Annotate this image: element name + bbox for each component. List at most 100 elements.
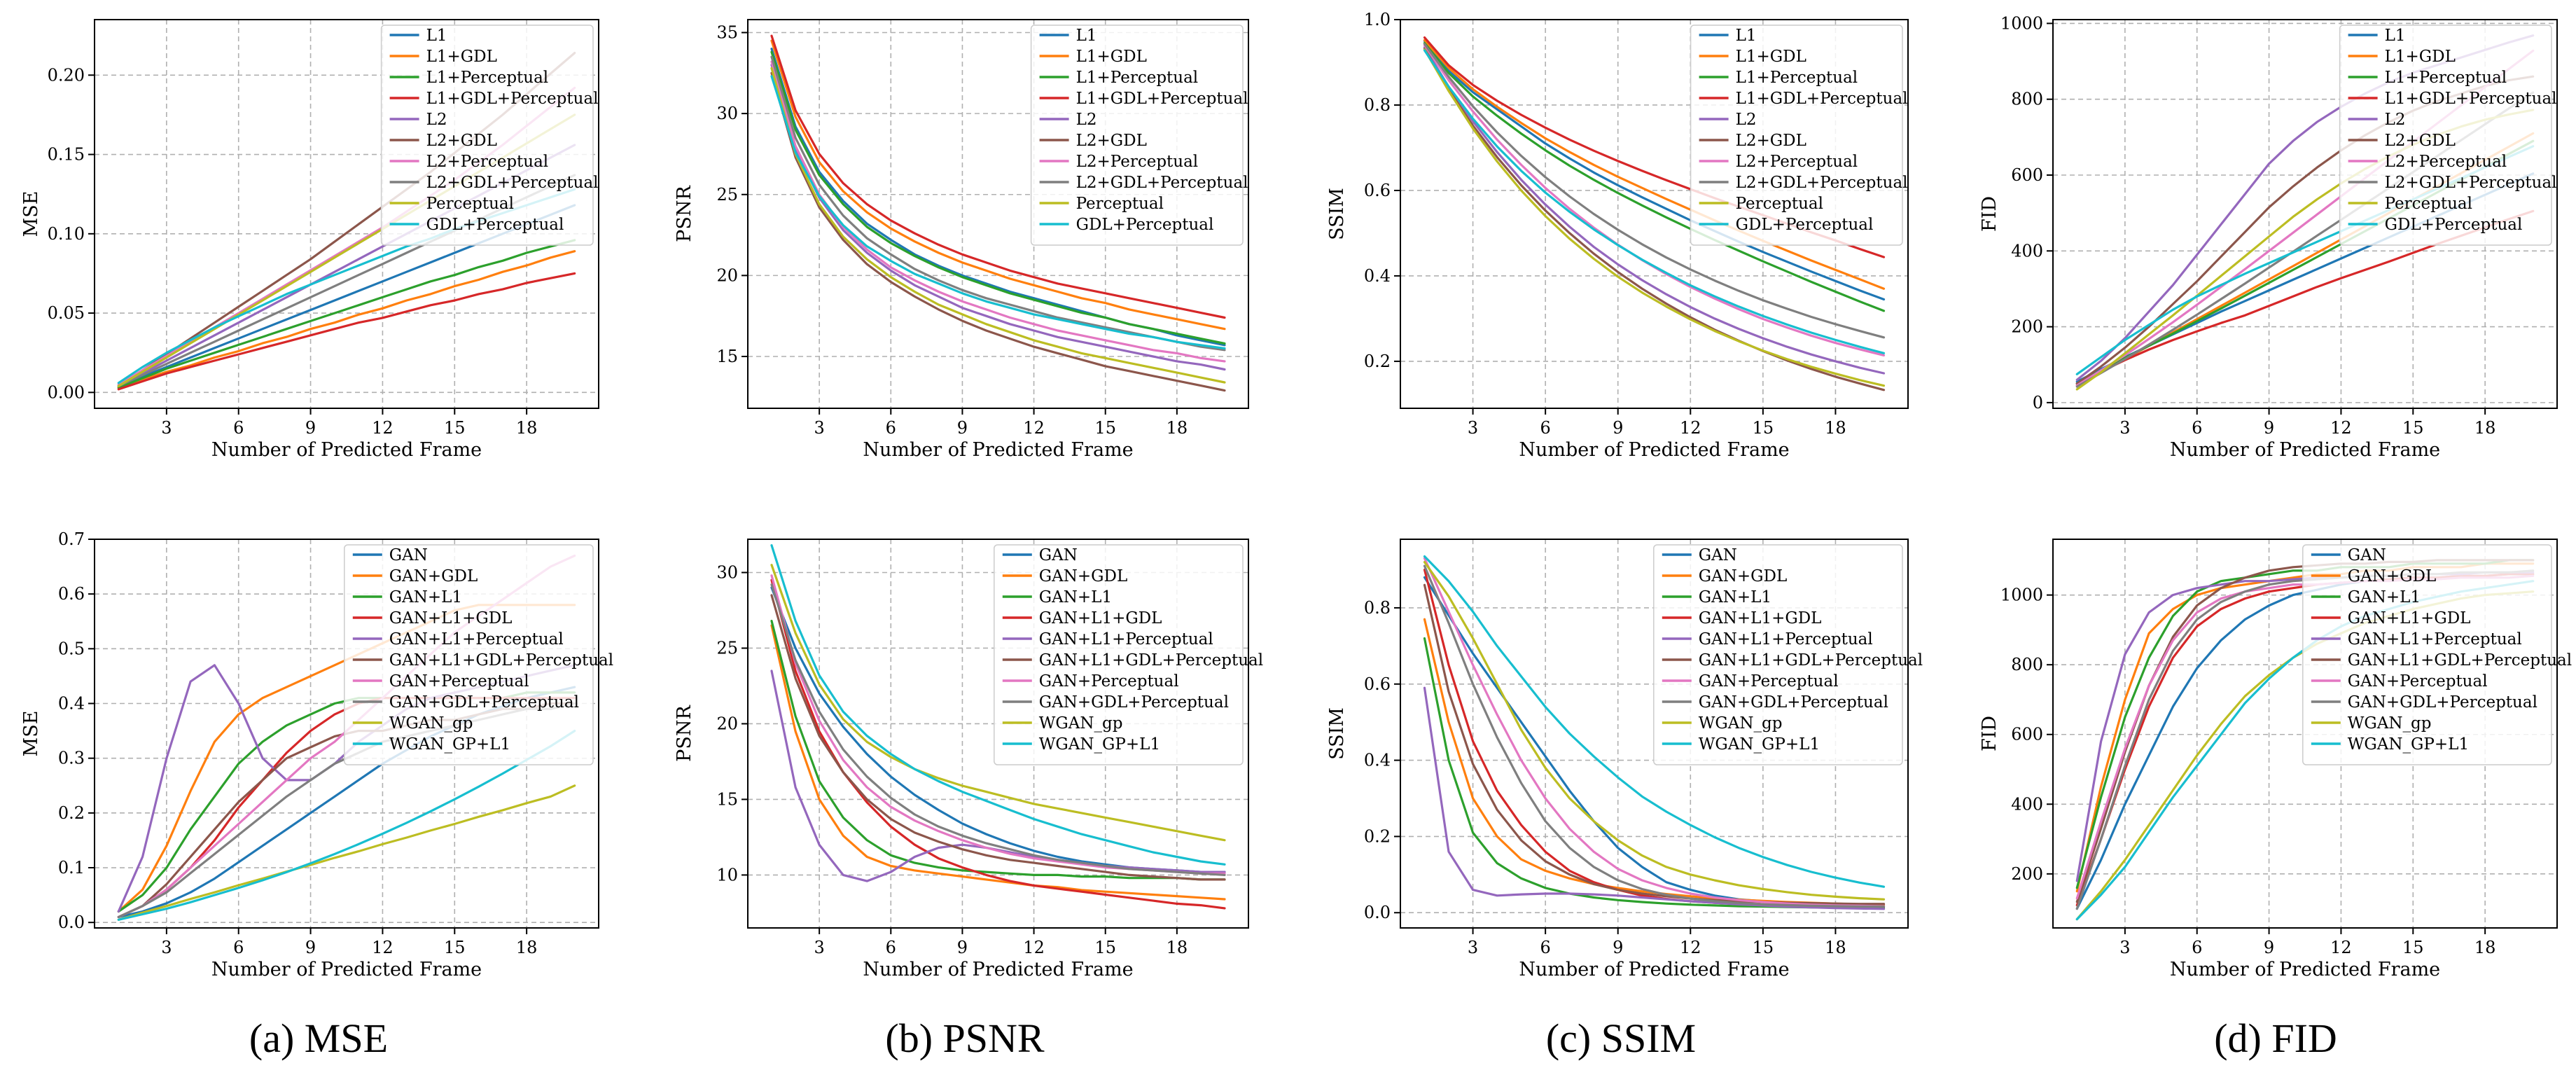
legend-label-5: L2+GDL <box>1076 132 1147 150</box>
legend-label-1: L1+GDL <box>2385 48 2456 66</box>
legend-label-1: GAN+GDL <box>2348 567 2436 585</box>
legend-label-2: GAN+L1 <box>2348 588 2421 606</box>
y-tick-label-4: 0.8 <box>1364 598 1391 618</box>
y-tick-label-7: 0.7 <box>58 529 85 549</box>
x-axis-label: Number of Predicted Frame <box>1519 439 1789 461</box>
x-axis-label: Number of Predicted Frame <box>2170 959 2440 980</box>
x-tick-label-3: 12 <box>1023 418 1045 438</box>
legend-label-8: WGAN_gp <box>1699 714 1783 733</box>
y-tick-label-3: 0.8 <box>1364 95 1391 115</box>
legend-label-6: GAN+Perceptual <box>1039 672 1179 691</box>
y-tick-label-0: 0 <box>2033 393 2043 412</box>
y-tick-label-3: 600 <box>2011 165 2043 185</box>
y-tick-label-4: 1.0 <box>1364 10 1391 29</box>
legend-label-9: WGAN_GP+L1 <box>2348 735 2469 754</box>
legend-label-0: L1 <box>2385 27 2406 45</box>
y-tick-label-1: 400 <box>2011 794 2043 814</box>
x-axis-label: Number of Predicted Frame <box>1519 959 1789 980</box>
x-tick-label-2: 9 <box>305 938 316 957</box>
legend-label-4: L2 <box>426 111 447 129</box>
legend-label-9: WGAN_GP+L1 <box>1039 735 1160 754</box>
x-tick-label-1: 6 <box>233 938 244 957</box>
x-tick-label-0: 3 <box>2119 938 2130 957</box>
legend-box <box>994 544 1244 765</box>
legend-box <box>1653 544 1903 765</box>
series-line-8 <box>770 564 1226 842</box>
x-tick-label-1: 6 <box>2192 938 2202 957</box>
x-tick-label-1: 6 <box>886 418 896 438</box>
legend-box <box>1690 25 1903 246</box>
series-line-7 <box>1423 564 1886 908</box>
x-tick-label-5: 18 <box>2474 938 2496 957</box>
y-tick-label-2: 0.2 <box>58 803 85 823</box>
caption-mse: (a) MSE <box>249 1015 388 1061</box>
y-tick-label-0: 0.0 <box>1364 903 1391 922</box>
series-line-1 <box>770 39 1226 331</box>
y-axis-label: PSNR <box>674 186 695 242</box>
legend-label-8: Perceptual <box>1076 195 1164 213</box>
series-line-8 <box>1423 560 1886 901</box>
y-axis-label: MSE <box>20 711 42 757</box>
series-line-9 <box>117 729 576 921</box>
legend-label-8: Perceptual <box>1736 195 1823 213</box>
legend-label-1: GAN+GDL <box>389 567 478 585</box>
x-tick-label-4: 15 <box>444 938 466 957</box>
series-line-8 <box>770 67 1226 384</box>
x-tick-label-3: 12 <box>2330 938 2352 957</box>
axes-frame <box>94 539 599 929</box>
legend-label-5: GAN+L1+GDL+Perceptual <box>1699 651 1923 670</box>
legend-label-7: L2+GDL+Perceptual <box>1736 174 1908 192</box>
legend-label-3: L1+GDL+Perceptual <box>426 90 599 108</box>
legend-label-3: GAN+L1+GDL <box>2348 609 2471 627</box>
legend-box <box>2339 25 2552 246</box>
subplot-fid-top: 3 6 9 12 15 18 0 200 400 600 800 1000 Number of Pred… <box>1979 13 2558 461</box>
x-tick-label-0: 3 <box>814 418 825 438</box>
y-tick-label-3: 30 <box>716 104 738 123</box>
y-tick-label-1: 0.2 <box>1364 826 1391 846</box>
caption-ssim: (c) SSIM <box>1546 1015 1696 1061</box>
x-tick-label-2: 9 <box>1613 418 1623 438</box>
y-tick-label-0: 10 <box>716 865 738 885</box>
series-line-5 <box>1423 583 1886 906</box>
x-tick-label-5: 18 <box>1167 418 1188 438</box>
x-tick-label-4: 15 <box>1094 938 1116 957</box>
legend-label-3: GAN+L1+GDL <box>1039 609 1162 627</box>
x-tick-label-2: 9 <box>305 418 316 438</box>
legend-label-2: GAN+L1 <box>1699 588 1771 606</box>
x-tick-label-0: 3 <box>2119 418 2130 438</box>
x-tick-label-4: 15 <box>2402 418 2424 438</box>
x-tick-label-5: 18 <box>2474 418 2496 438</box>
legend-label-5: GAN+L1+GDL+Perceptual <box>2348 651 2572 670</box>
y-tick-label-4: 800 <box>2011 90 2043 109</box>
legend-box <box>2302 544 2552 765</box>
legend-label-2: GAN+L1 <box>1039 588 1112 606</box>
x-tick-label-2: 9 <box>957 938 968 957</box>
y-tick-label-0: 0.2 <box>1364 352 1391 371</box>
y-tick-label-4: 0.20 <box>48 65 85 85</box>
legend-label-1: GAN+GDL <box>1039 567 1127 585</box>
x-tick-label-5: 18 <box>1167 938 1188 957</box>
x-tick-label-0: 3 <box>814 938 825 957</box>
y-tick-label-1: 0.1 <box>58 858 85 878</box>
series-line-5 <box>770 594 1226 881</box>
y-tick-label-2: 0.4 <box>1364 751 1391 770</box>
y-tick-label-4: 1000 <box>2000 585 2043 605</box>
y-tick-label-0: 0.0 <box>58 913 85 932</box>
legend-label-4: GAN+L1+Perceptual <box>1699 630 1873 648</box>
y-axis-label: SSIM <box>1326 188 1348 240</box>
y-axis-label: MSE <box>20 191 42 237</box>
legend-label-7: GAN+GDL+Perceptual <box>389 693 579 712</box>
x-tick-label-4: 15 <box>444 418 466 438</box>
y-tick-label-5: 1000 <box>2000 13 2043 33</box>
x-tick-label-0: 3 <box>1468 938 1478 957</box>
x-axis-label: Number of Predicted Frame <box>211 959 482 980</box>
legend-label-9: GDL+Perceptual <box>1076 216 1214 234</box>
subplot-ssim-top: 3 6 9 12 15 18 0.2 0.4 0.6 0.8 1.0 Number of Predic… <box>1326 10 1909 461</box>
legend-label-1: GAN+GDL <box>1699 567 1787 585</box>
x-tick-label-1: 6 <box>1540 418 1551 438</box>
legend-label-0: GAN <box>389 546 428 564</box>
legend-label-2: L1+Perceptual <box>1076 69 1199 87</box>
x-tick-label-0: 3 <box>1468 418 1478 438</box>
x-tick-label-2: 9 <box>2264 938 2274 957</box>
